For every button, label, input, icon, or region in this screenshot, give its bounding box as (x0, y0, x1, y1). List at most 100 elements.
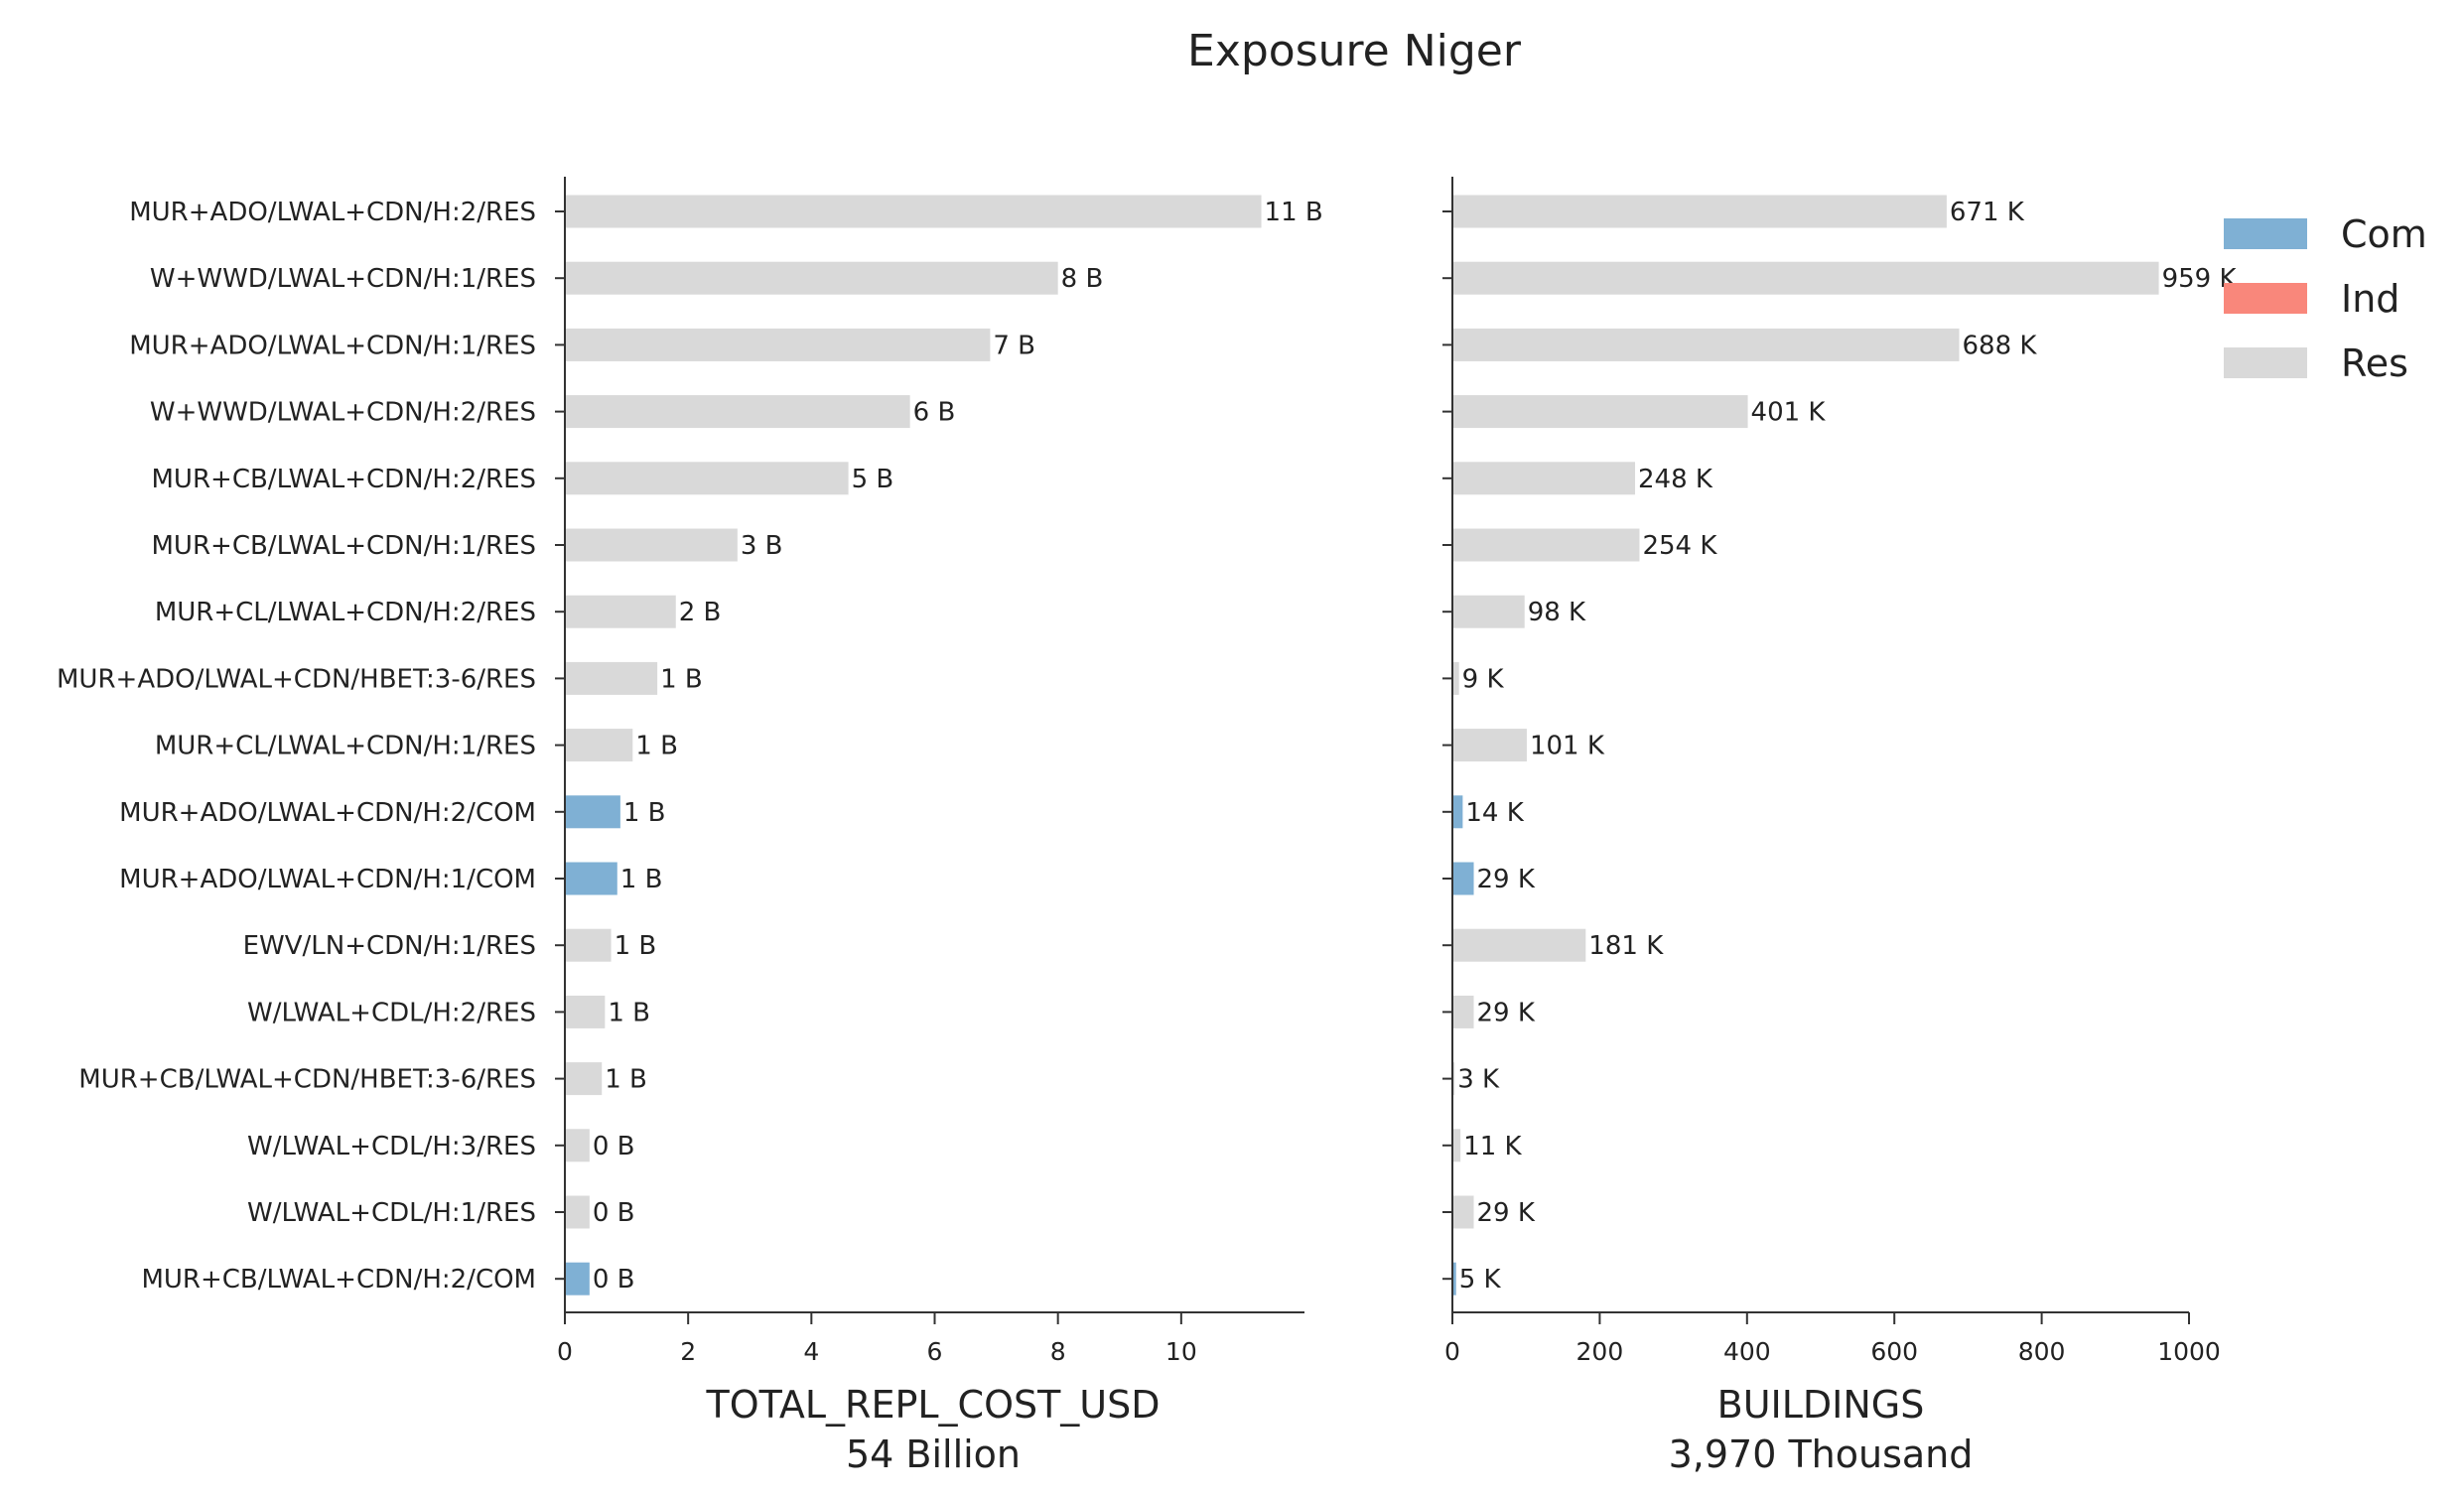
bar-res (1452, 1062, 1455, 1096)
bar-res (1452, 595, 1525, 628)
legend-swatch-res (2224, 347, 2307, 378)
bar-res (1452, 928, 1586, 962)
total-buildings: 3,970 Thousand (1669, 1432, 1974, 1476)
category-label: MUR+CL/LWAL+CDN/H:2/RES (155, 598, 536, 627)
bar-res (1452, 661, 1459, 695)
x-tick-label: 6 (927, 1337, 943, 1366)
bar-res (565, 729, 633, 762)
bar-value-label: 1 B (615, 931, 657, 961)
bar-value-label: 8 B (1061, 264, 1104, 294)
bar-res (565, 528, 738, 562)
x-tick-label: 400 (1723, 1337, 1771, 1366)
category-label: W+WWD/LWAL+CDN/H:2/RES (150, 398, 536, 428)
bar-res (565, 462, 849, 495)
legend-label-com: Com (2341, 212, 2427, 256)
category-label: MUR+CB/LWAL+CDN/H:2/RES (152, 465, 537, 494)
category-label: MUR+CB/LWAL+CDN/H:2/COM (141, 1265, 536, 1295)
bar-value-label: 14 K (1465, 798, 1524, 828)
x-axis-label-replacement-cost: TOTAL_REPL_COST_USD (705, 1383, 1160, 1427)
bar-value-label: 3 B (741, 531, 783, 561)
bar-com (565, 1262, 590, 1295)
category-label: MUR+ADO/LWAL+CDN/H:2/COM (119, 798, 536, 828)
bar-value-label: 1 B (608, 998, 650, 1027)
bar-value-label: 11 B (1265, 198, 1323, 227)
bar-res (1452, 195, 1947, 228)
bar-res (565, 928, 612, 962)
bar-value-label: 9 K (1462, 664, 1505, 694)
bar-res (565, 1062, 603, 1096)
chart-title: Exposure Niger (1187, 26, 1522, 76)
x-tick-label: 200 (1576, 1337, 1624, 1366)
bar-res (1452, 995, 1474, 1028)
x-axis-label-buildings: BUILDINGS (1717, 1383, 1925, 1427)
bar-res (1452, 462, 1636, 495)
bar-value-label: 688 K (1962, 331, 2037, 360)
bar-res (565, 395, 910, 429)
bar-value-label: 1 B (635, 732, 678, 761)
bar-value-label: 3 K (1457, 1065, 1500, 1095)
bar-value-label: 98 K (1528, 598, 1586, 627)
bar-value-label: 101 K (1530, 732, 1605, 761)
bar-res (1452, 1129, 1461, 1162)
bar-res (565, 195, 1262, 228)
legend-label-ind: Ind (2341, 277, 2399, 321)
panel-replacement-cost: 11 B 8 B 7 B 6 B 5 B 3 B 2 B 1 B 1 B 1 B 1 B 1 B 1 B… (555, 177, 1323, 1476)
category-label: MUR+ADO/LWAL+CDN/H:1/COM (119, 865, 536, 894)
category-label: W+WWD/LWAL+CDN/H:1/RES (150, 264, 536, 294)
bar-value-label: 29 K (1477, 865, 1536, 894)
category-label: W/LWAL+CDL/H:1/RES (247, 1198, 536, 1228)
bar-com (565, 862, 617, 895)
bar-value-label: 11 K (1463, 1132, 1522, 1161)
bar-com (565, 795, 620, 829)
bar-com (1452, 1262, 1456, 1295)
bar-value-label: 1 B (623, 798, 666, 828)
x-tick-label: 800 (2018, 1337, 2066, 1366)
bar-value-label: 1 B (660, 664, 703, 694)
category-label: W/LWAL+CDL/H:2/RES (247, 998, 536, 1027)
category-label: MUR+CL/LWAL+CDN/H:1/RES (155, 732, 536, 761)
bar-res (565, 1195, 590, 1229)
category-label: MUR+CB/LWAL+CDN/H:1/RES (152, 531, 537, 561)
x-tick-label: 4 (803, 1337, 819, 1366)
bar-value-label: 29 K (1477, 1198, 1536, 1228)
legend-swatch-ind (2224, 283, 2307, 314)
bar-value-label: 254 K (1642, 531, 1717, 561)
total-replacement-cost: 54 Billion (846, 1432, 1021, 1476)
bar-com (1452, 795, 1463, 829)
category-label: W/LWAL+CDL/H:3/RES (247, 1132, 536, 1161)
bar-res (1452, 328, 1960, 361)
bar-value-label: 0 B (593, 1265, 635, 1295)
bar-value-label: 671 K (1950, 198, 2025, 227)
bar-res (1452, 395, 1748, 429)
bar-res (565, 661, 658, 695)
x-tick-label: 600 (1870, 1337, 1918, 1366)
bar-res (565, 328, 991, 361)
bar-value-label: 401 K (1751, 398, 1827, 428)
x-tick-label: 0 (557, 1337, 573, 1366)
category-label: EWV/LN+CDN/H:1/RES (243, 931, 536, 961)
bar-value-label: 6 B (913, 398, 956, 428)
bar-res (1452, 528, 1640, 562)
category-label: MUR+ADO/LWAL+CDN/HBET:3-6/RES (57, 664, 536, 694)
bar-value-label: 0 B (593, 1132, 635, 1161)
bar-res (565, 995, 606, 1028)
bar-res (565, 595, 676, 628)
bar-value-label: 29 K (1477, 998, 1536, 1027)
bar-value-label: 5 B (852, 465, 894, 494)
legend-swatch-com (2224, 218, 2307, 249)
bar-res (1452, 261, 2159, 295)
x-tick-label: 8 (1050, 1337, 1066, 1366)
bar-value-label: 2 B (679, 598, 722, 627)
bar-com (1452, 862, 1474, 895)
bar-res (1452, 729, 1527, 762)
bar-value-label: 0 B (593, 1198, 635, 1228)
legend-label-res: Res (2341, 341, 2408, 385)
category-label: MUR+ADO/LWAL+CDN/H:2/RES (129, 198, 536, 227)
category-labels: MUR+ADO/LWAL+CDN/H:2/RES W+WWD/LWAL+CDN/H… (57, 198, 536, 1295)
x-tick-label: 2 (680, 1337, 696, 1366)
bar-value-label: 1 B (605, 1065, 647, 1095)
category-label: MUR+ADO/LWAL+CDN/H:1/RES (129, 331, 536, 360)
bar-res (565, 1129, 590, 1162)
